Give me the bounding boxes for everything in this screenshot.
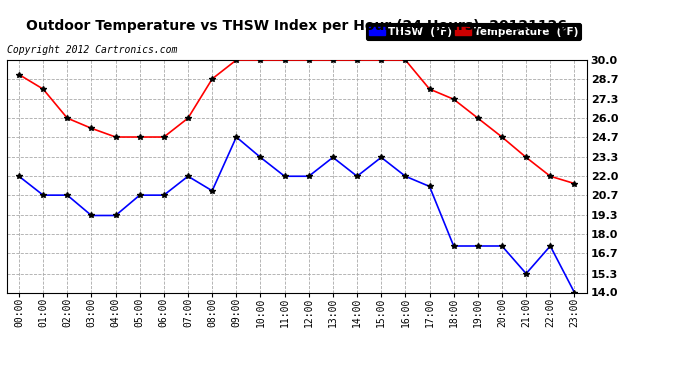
- Text: Outdoor Temperature vs THSW Index per Hour (24 Hours)  20121126: Outdoor Temperature vs THSW Index per Ho…: [26, 19, 567, 33]
- Text: Copyright 2012 Cartronics.com: Copyright 2012 Cartronics.com: [7, 45, 177, 55]
- Legend: THSW  (°F), Temperature  (°F): THSW (°F), Temperature (°F): [366, 23, 581, 40]
